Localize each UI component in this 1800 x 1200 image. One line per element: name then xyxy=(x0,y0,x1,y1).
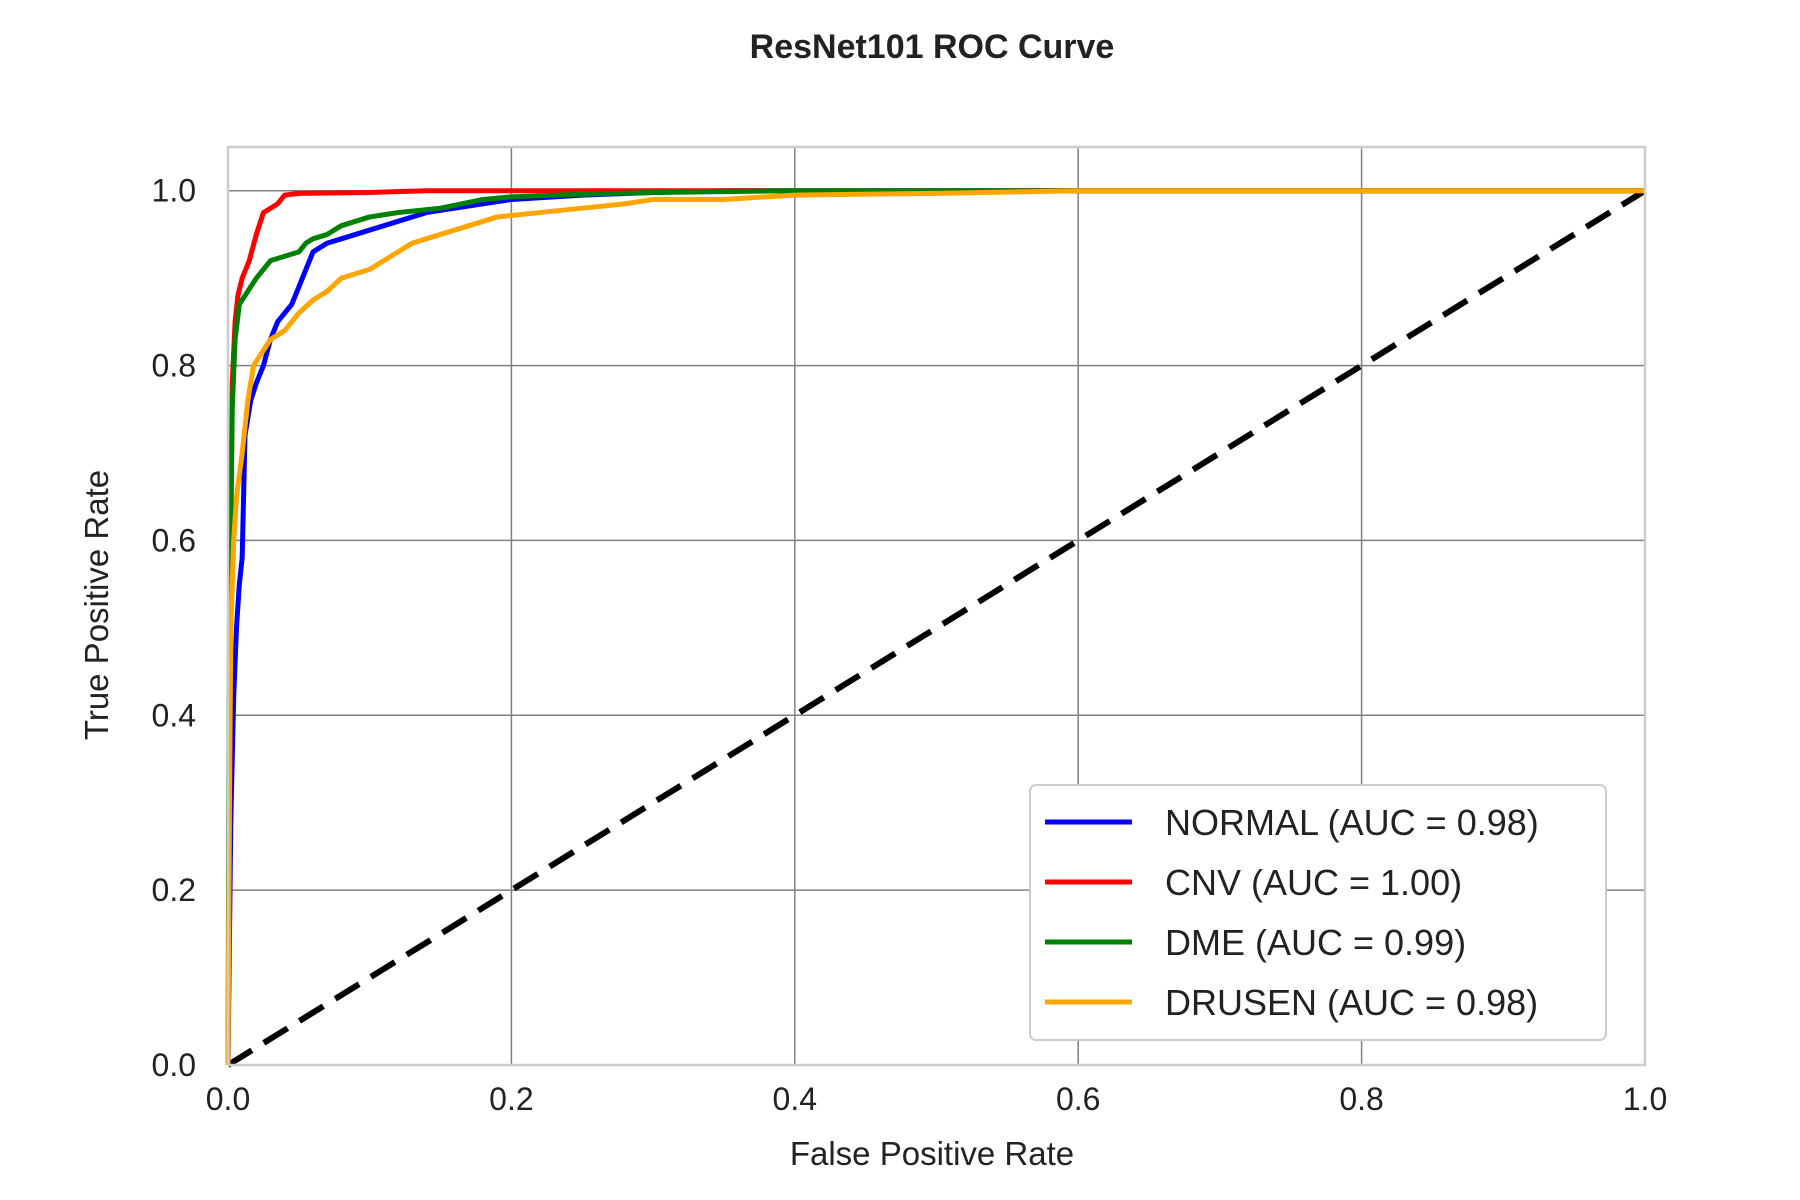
roc-series-line xyxy=(225,188,1645,1066)
legend: NORMAL (AUC = 0.98) CNV (AUC = 1.00) DME (… xyxy=(1029,784,1607,1041)
x-axis-ticks: 0.0 0.2 0.4 0.6 0.8 1.0 xyxy=(206,1081,1667,1117)
x-axis-label: False Positive Rate xyxy=(790,1135,1074,1172)
x-tick-label: 1.0 xyxy=(1623,1081,1667,1117)
legend-label: DRUSEN (AUC = 0.98) xyxy=(1165,982,1538,1023)
legend-label: CNV (AUC = 1.00) xyxy=(1165,862,1462,903)
legend-label: NORMAL (AUC = 0.98) xyxy=(1165,802,1539,843)
random-classifier-line xyxy=(226,188,1647,1068)
x-tick-label: 0.0 xyxy=(206,1081,250,1117)
legend-box xyxy=(1029,784,1607,1041)
x-tick-label: 0.6 xyxy=(1056,1081,1100,1117)
y-tick-label: 1.0 xyxy=(152,173,196,209)
y-tick-label: 0.8 xyxy=(152,348,196,384)
y-axis-label: True Positive Rate xyxy=(78,470,115,740)
legend-label: DME (AUC = 0.99) xyxy=(1165,922,1466,963)
series-layer xyxy=(225,188,1645,1066)
roc-series-line xyxy=(225,188,1645,1066)
plot-area-frame xyxy=(226,145,1647,1067)
x-tick-label: 0.8 xyxy=(1339,1081,1383,1117)
x-tick-label: 0.4 xyxy=(773,1081,817,1117)
grid xyxy=(227,147,1646,1066)
roc-series-line xyxy=(225,188,1645,1066)
y-tick-label: 0.0 xyxy=(152,1047,196,1083)
y-tick-label: 0.2 xyxy=(152,872,196,908)
chart-title: ResNet101 ROC Curve xyxy=(750,28,1115,66)
y-axis-ticks: 0.0 0.2 0.4 0.6 0.8 1.0 xyxy=(152,173,196,1083)
y-tick-label: 0.6 xyxy=(152,522,196,558)
y-tick-label: 0.4 xyxy=(152,697,196,733)
x-tick-label: 0.2 xyxy=(489,1081,533,1117)
reference-line-layer xyxy=(226,188,1647,1068)
